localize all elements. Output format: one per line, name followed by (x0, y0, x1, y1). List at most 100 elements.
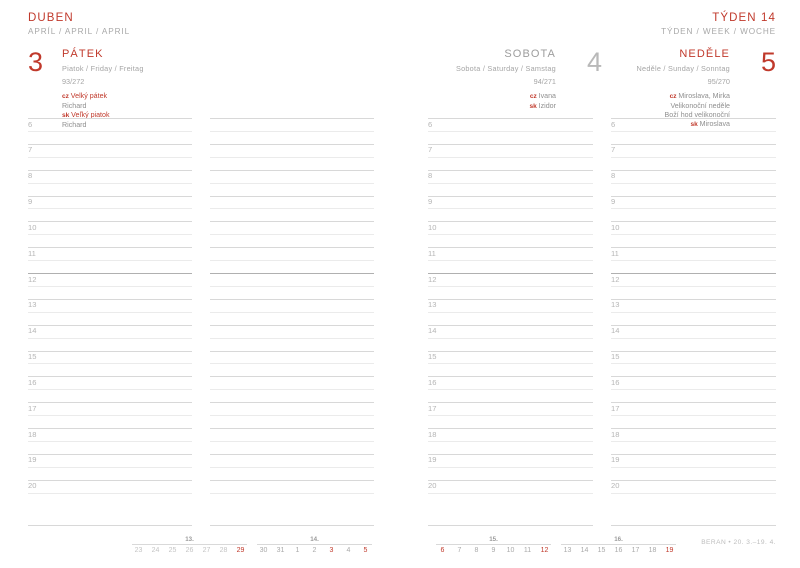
hour-row[interactable]: 19 (428, 453, 593, 480)
hour-row[interactable]: 19 (611, 453, 776, 480)
mini-week-day[interactable]: 26 (185, 547, 194, 554)
mini-week-day[interactable]: 12 (540, 547, 549, 554)
hour-row[interactable] (210, 273, 374, 299)
hour-row[interactable]: 13 (28, 298, 192, 325)
mini-week-strip[interactable]: 16. 13 14 15 16 17 18 19 (559, 536, 678, 557)
hour-row[interactable] (210, 221, 374, 247)
hour-row[interactable]: 16 (28, 376, 192, 402)
mini-week-day[interactable]: 7 (457, 547, 462, 554)
hour-row[interactable]: 15 (611, 350, 776, 377)
hour-row[interactable]: 8 (28, 169, 192, 196)
mini-week-day[interactable]: 3 (329, 547, 334, 554)
mini-week-strip[interactable]: 15. 6 7 8 9 10 11 12 (434, 536, 553, 557)
hour-row[interactable]: 10 (428, 221, 593, 247)
mini-week-day[interactable]: 16 (614, 547, 623, 554)
mini-week-day[interactable]: 23 (134, 547, 143, 554)
hour-row[interactable] (210, 118, 374, 144)
mini-week-day[interactable]: 4 (346, 547, 351, 554)
mini-week-day[interactable]: 2 (312, 547, 317, 554)
hour-row[interactable]: 18 (611, 428, 776, 454)
mini-week-day[interactable]: 6 (440, 547, 445, 554)
hour-row[interactable]: 7 (428, 143, 593, 170)
hour-row[interactable]: 9 (428, 195, 593, 222)
mini-week-day[interactable]: 5 (363, 547, 368, 554)
hour-row[interactable]: 14 (611, 324, 776, 351)
hour-row[interactable]: 11 (28, 247, 192, 273)
hour-row[interactable] (210, 143, 374, 170)
hour-row[interactable]: 15 (428, 350, 593, 377)
hour-row[interactable]: 20 (611, 479, 776, 506)
hour-row[interactable]: 20 (28, 479, 192, 506)
hour-row[interactable]: 12 (428, 273, 593, 299)
hour-row[interactable]: 17 (611, 402, 776, 428)
hour-row[interactable]: 8 (611, 169, 776, 196)
mini-week-day[interactable]: 29 (236, 547, 245, 554)
hour-row[interactable] (210, 324, 374, 351)
hour-row[interactable]: 9 (28, 195, 192, 222)
hour-row[interactable] (210, 402, 374, 428)
mini-week-day[interactable]: 9 (491, 547, 496, 554)
hour-row[interactable]: 17 (428, 402, 593, 428)
mini-week-strip[interactable]: 14. 30 31 1 2 3 4 5 (255, 536, 374, 557)
mini-week-day[interactable]: 28 (219, 547, 228, 554)
mini-week-strip[interactable]: 13. 23 24 25 26 27 28 29 (130, 536, 249, 557)
hour-row[interactable]: 15 (28, 350, 192, 377)
hour-row[interactable]: 8 (428, 169, 593, 196)
hour-row[interactable]: 10 (611, 221, 776, 247)
mini-week-day[interactable]: 19 (665, 547, 674, 554)
hour-row[interactable] (210, 453, 374, 480)
hour-row[interactable]: 7 (28, 143, 192, 170)
hour-row[interactable]: 12 (611, 273, 776, 299)
mini-week-day[interactable]: 10 (506, 547, 515, 554)
hour-row[interactable]: 11 (611, 247, 776, 273)
hour-row[interactable] (210, 376, 374, 402)
hour-row[interactable]: 14 (428, 324, 593, 351)
mini-week-day[interactable]: 13 (563, 547, 572, 554)
hour-row[interactable]: 13 (611, 298, 776, 325)
mini-week-day[interactable]: 1 (295, 547, 300, 554)
hour-row[interactable] (210, 195, 374, 222)
mini-week-day[interactable]: 18 (648, 547, 657, 554)
hour-row[interactable]: 11 (428, 247, 593, 273)
hour-row[interactable]: 16 (611, 376, 776, 402)
mini-week-day[interactable]: 24 (151, 547, 160, 554)
friday-hour-column[interactable]: 6 7 8 9 10 11 12 13 14 15 16 17 18 19 20 (28, 118, 192, 526)
hour-row[interactable] (210, 169, 374, 196)
hour-row[interactable]: 7 (611, 143, 776, 170)
hour-row[interactable]: 16 (428, 376, 593, 402)
hour-row[interactable]: 6 (28, 118, 192, 144)
hour-row[interactable]: 18 (28, 428, 192, 454)
mini-week-day[interactable]: 15 (597, 547, 606, 554)
hour-row[interactable]: 12 (28, 273, 192, 299)
grid-bottom-rule (611, 525, 776, 526)
mini-week-day[interactable]: 14 (580, 547, 589, 554)
hour-row[interactable]: 9 (611, 195, 776, 222)
mini-week-day[interactable]: 11 (523, 547, 532, 554)
hour-rule (428, 195, 593, 197)
mini-week-day[interactable]: 31 (276, 547, 285, 554)
mini-week-day[interactable]: 17 (631, 547, 640, 554)
mini-week-day[interactable]: 30 (259, 547, 268, 554)
hour-row[interactable]: 13 (428, 298, 593, 325)
hour-row[interactable] (210, 479, 374, 506)
hour-row[interactable] (210, 350, 374, 377)
sunday-hour-column[interactable]: 6 7 8 9 10 11 12 13 14 15 16 17 18 19 20 (611, 118, 776, 526)
hour-row[interactable]: 19 (28, 453, 192, 480)
friday-notes-column[interactable] (210, 118, 374, 526)
hour-label: 16 (611, 377, 620, 387)
nameday-text: Ivana (538, 92, 556, 100)
hour-row[interactable]: 6 (611, 118, 776, 144)
mini-week-day[interactable]: 27 (202, 547, 211, 554)
hour-row[interactable]: 18 (428, 428, 593, 454)
hour-row[interactable]: 20 (428, 479, 593, 506)
hour-row[interactable]: 10 (28, 221, 192, 247)
saturday-hour-column[interactable]: 6 7 8 9 10 11 12 13 14 15 16 17 18 19 20 (428, 118, 593, 526)
hour-row[interactable]: 17 (28, 402, 192, 428)
hour-row[interactable] (210, 298, 374, 325)
hour-row[interactable]: 6 (428, 118, 593, 144)
hour-row[interactable] (210, 428, 374, 454)
mini-week-day[interactable]: 8 (474, 547, 479, 554)
mini-week-day[interactable]: 25 (168, 547, 177, 554)
hour-row[interactable]: 14 (28, 324, 192, 351)
hour-row[interactable] (210, 247, 374, 273)
